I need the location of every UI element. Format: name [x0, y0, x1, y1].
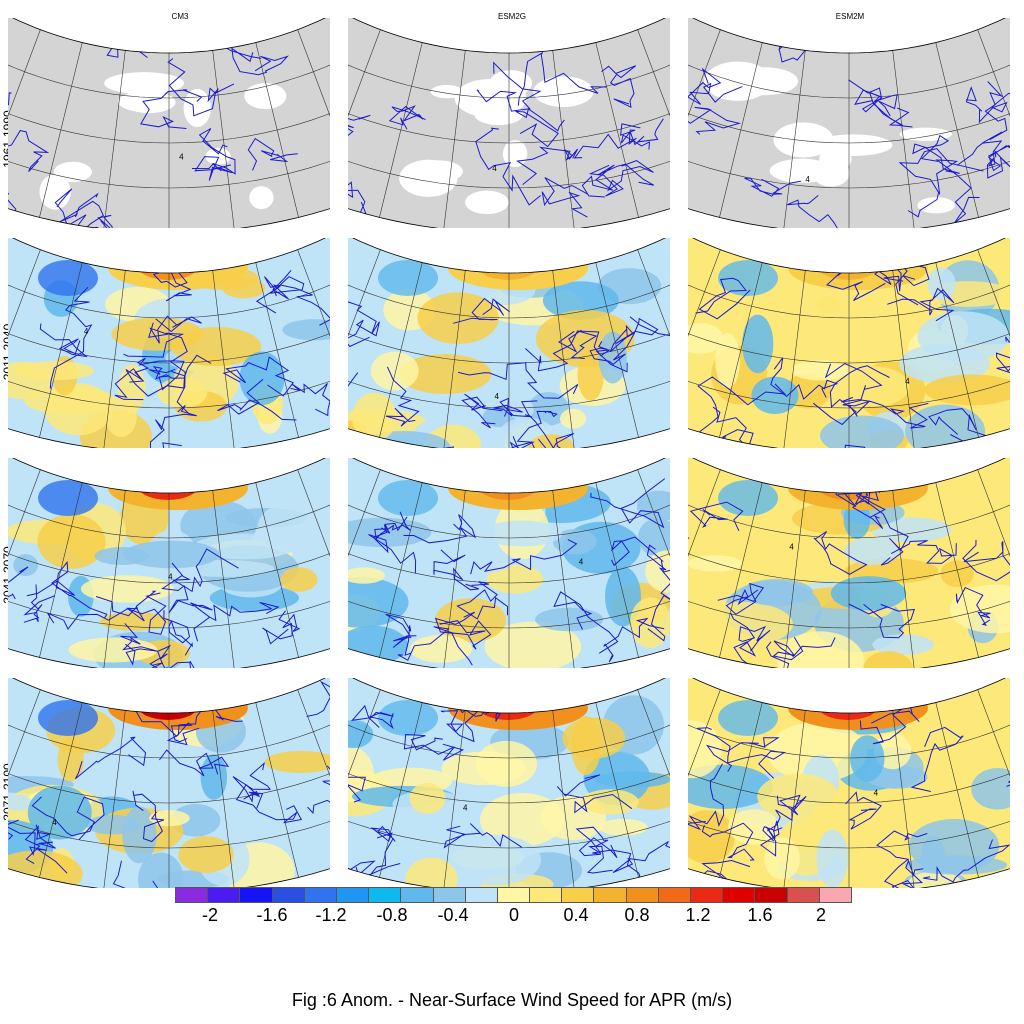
svg-text:4: 4	[789, 543, 794, 552]
svg-text:4: 4	[179, 152, 184, 161]
map-panel-esm2g-2011-2040: 4	[348, 238, 670, 448]
colorbar-swatch	[593, 887, 627, 903]
column-title-esm2g: ESM2G	[497, 12, 526, 21]
colorbar-tick-label: -0.8	[376, 905, 408, 925]
colorbar-tick-label: -1.6	[256, 905, 288, 925]
colorbar-swatch	[786, 887, 820, 903]
colorbar-swatch	[690, 887, 724, 903]
colorbar-swatch	[207, 887, 241, 903]
svg-text:4: 4	[168, 572, 173, 581]
colorbar-swatch	[529, 887, 563, 903]
colorbar-swatch	[335, 887, 370, 903]
svg-text:4: 4	[463, 803, 468, 812]
colorbar	[175, 887, 852, 903]
colorbar-swatch	[464, 887, 498, 903]
svg-text:4: 4	[52, 818, 57, 827]
map-panel-esm2m-2041-2070: 4	[688, 458, 1010, 668]
colorbar-swatch	[271, 887, 305, 903]
colorbar-tick-label: 1.6	[747, 905, 773, 925]
column-title-esm2m: ESM2M	[835, 12, 865, 21]
colorbar-tick-label: 1.2	[685, 905, 711, 925]
map-panel-esm2g-2071-2100: 4	[348, 678, 670, 888]
svg-text:4: 4	[874, 788, 879, 797]
svg-text:4: 4	[805, 175, 810, 184]
colorbar-swatch	[754, 887, 788, 903]
colorbar-swatch	[657, 887, 691, 903]
column-title-cm3: CM3	[171, 12, 189, 21]
svg-text:4: 4	[495, 392, 500, 401]
colorbar-swatch	[625, 887, 659, 903]
svg-text:4: 4	[579, 558, 584, 567]
colorbar-tick-label: 2	[815, 905, 826, 925]
colorbar-tick-label: 0	[508, 905, 519, 925]
map-panel-cm3-2071-2100: 4	[8, 678, 330, 888]
colorbar-swatch	[368, 887, 402, 903]
svg-text:4: 4	[492, 164, 497, 173]
figure-caption: Fig :6 Anom. - Near-Surface Wind Speed f…	[291, 990, 733, 1010]
colorbar-tick-label: -2	[201, 905, 218, 925]
svg-text:4: 4	[905, 377, 910, 386]
map-panel-cm3-2011-2040: 4	[8, 238, 330, 448]
colorbar-tick-label: -1.2	[315, 905, 347, 925]
map-panel-cm3-2041-2070: 4	[8, 458, 330, 668]
colorbar-tick-label: 0.8	[624, 905, 650, 925]
colorbar-swatch	[818, 887, 852, 903]
colorbar-tick-label: 0.4	[563, 905, 589, 925]
map-panel-esm2m-1961-1990: 4	[688, 18, 1010, 228]
map-panel-cm3-1961-1990: 4	[8, 18, 330, 228]
map-panel-esm2m-2011-2040: 4	[688, 238, 1010, 448]
map-panel-esm2g-2041-2070: 4	[348, 458, 670, 668]
colorbar-swatch	[303, 887, 337, 903]
colorbar-swatch	[722, 887, 756, 903]
colorbar-tick-label: -0.4	[437, 905, 469, 925]
colorbar-swatch	[175, 887, 209, 903]
colorbar-swatch	[496, 887, 531, 903]
colorbar-swatch	[432, 887, 466, 903]
map-panel-esm2g-1961-1990: 4	[348, 18, 670, 228]
colorbar-swatch	[561, 887, 595, 903]
colorbar-swatch	[400, 887, 434, 903]
colorbar-swatch	[239, 887, 273, 903]
svg-text:4: 4	[84, 327, 89, 336]
map-panel-esm2m-2071-2100: 4	[688, 678, 1010, 888]
